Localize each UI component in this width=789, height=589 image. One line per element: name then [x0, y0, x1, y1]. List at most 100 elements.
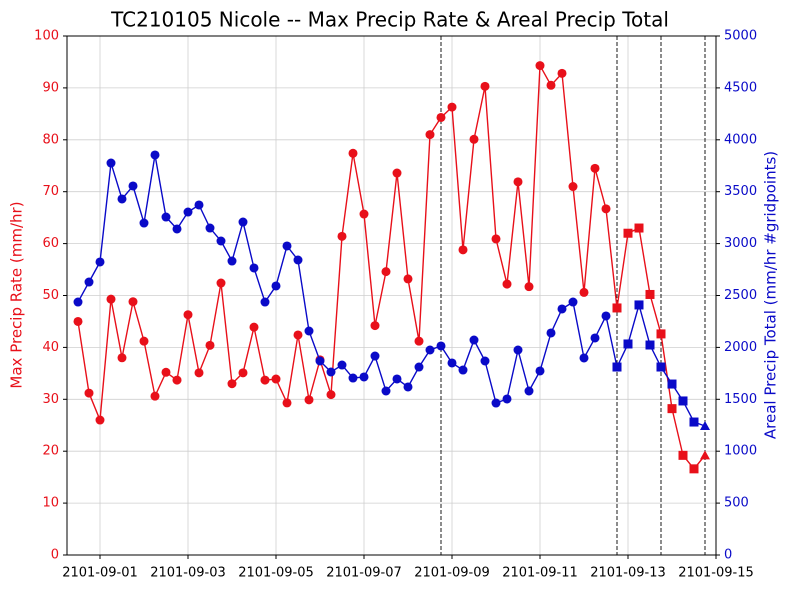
- marker: [183, 207, 193, 217]
- marker: [161, 367, 171, 377]
- y-tick-label: 80: [42, 132, 59, 147]
- marker: [568, 182, 578, 192]
- marker: [282, 241, 292, 251]
- marker: [403, 382, 413, 392]
- marker: [249, 322, 259, 332]
- marker: [194, 200, 204, 210]
- marker: [95, 257, 105, 267]
- marker: [348, 373, 358, 383]
- marker: [117, 194, 127, 204]
- marker: [139, 218, 149, 228]
- marker: [425, 130, 435, 140]
- marker: [337, 360, 347, 370]
- y-tick-label: 30: [42, 392, 59, 407]
- marker: [227, 256, 237, 266]
- y2-tick-label: 1000: [724, 444, 757, 459]
- marker: [524, 282, 534, 292]
- marker: [183, 310, 193, 320]
- marker: [260, 375, 270, 385]
- marker: [480, 356, 490, 366]
- marker: [117, 353, 127, 363]
- marker: [414, 336, 424, 346]
- marker: [546, 328, 556, 338]
- y2-tick-label: 3000: [724, 236, 757, 251]
- marker: [84, 277, 94, 287]
- marker: [381, 386, 391, 396]
- marker: [106, 158, 116, 168]
- marker: [271, 374, 281, 384]
- marker: [645, 340, 655, 350]
- marker: [304, 326, 314, 336]
- marker: [480, 81, 490, 91]
- marker: [623, 228, 633, 238]
- marker: [678, 396, 688, 406]
- marker: [84, 388, 94, 398]
- y2-tick-label: 5000: [724, 29, 757, 44]
- marker: [579, 353, 589, 363]
- x-tick-label: 2101-09-11: [502, 566, 578, 581]
- marker: [392, 374, 402, 384]
- y2-axis-label: Areal Precip Total (mm/hr #gridpoints): [762, 151, 780, 439]
- marker: [535, 61, 545, 71]
- marker: [425, 345, 435, 355]
- marker: [458, 365, 468, 375]
- marker: [579, 287, 589, 297]
- marker: [678, 450, 688, 460]
- marker: [634, 223, 644, 233]
- y2-tick-label: 2500: [724, 288, 757, 303]
- marker: [612, 303, 622, 313]
- marker: [656, 329, 666, 339]
- marker: [205, 340, 215, 350]
- marker: [381, 267, 391, 277]
- y2-tick-label: 3500: [724, 184, 757, 199]
- marker: [392, 168, 402, 178]
- marker: [623, 339, 633, 349]
- x-tick-label: 2101-09-01: [62, 566, 138, 581]
- marker: [447, 102, 457, 112]
- marker: [370, 321, 380, 331]
- marker: [293, 255, 303, 265]
- marker: [216, 236, 226, 246]
- marker: [513, 345, 523, 355]
- marker: [689, 464, 699, 474]
- marker: [73, 316, 83, 326]
- y-tick-label: 70: [42, 184, 59, 199]
- marker: [205, 223, 215, 233]
- marker: [293, 330, 303, 340]
- marker: [337, 231, 347, 241]
- marker: [469, 134, 479, 144]
- x-tick-label: 2101-09-09: [414, 566, 490, 581]
- marker: [568, 297, 578, 307]
- marker: [161, 212, 171, 222]
- series-line: [77, 154, 706, 427]
- plot-frame: [66, 35, 717, 556]
- marker: [271, 281, 281, 291]
- marker: [700, 420, 710, 430]
- marker: [513, 177, 523, 187]
- y-tick-label: 10: [42, 496, 59, 511]
- y-axis-label: Max Precip Rate (mm/hr): [8, 201, 26, 388]
- marker: [359, 372, 369, 382]
- marker: [590, 163, 600, 173]
- marker: [656, 362, 666, 372]
- marker: [601, 311, 611, 321]
- x-tick-label: 2101-09-07: [326, 566, 402, 581]
- marker: [524, 386, 534, 396]
- y-tick-label: 100: [34, 29, 59, 44]
- marker: [348, 148, 358, 158]
- x-tick-label: 2101-09-03: [150, 566, 226, 581]
- marker: [128, 181, 138, 191]
- marker: [238, 368, 248, 378]
- marker: [491, 398, 501, 408]
- y-tick-label: 20: [42, 444, 59, 459]
- marker: [535, 366, 545, 376]
- marker: [172, 224, 182, 234]
- marker: [557, 68, 567, 78]
- marker: [645, 289, 655, 299]
- marker: [403, 274, 413, 284]
- marker: [458, 245, 468, 255]
- marker: [502, 394, 512, 404]
- marker: [689, 417, 699, 427]
- marker: [667, 404, 677, 414]
- marker: [612, 362, 622, 372]
